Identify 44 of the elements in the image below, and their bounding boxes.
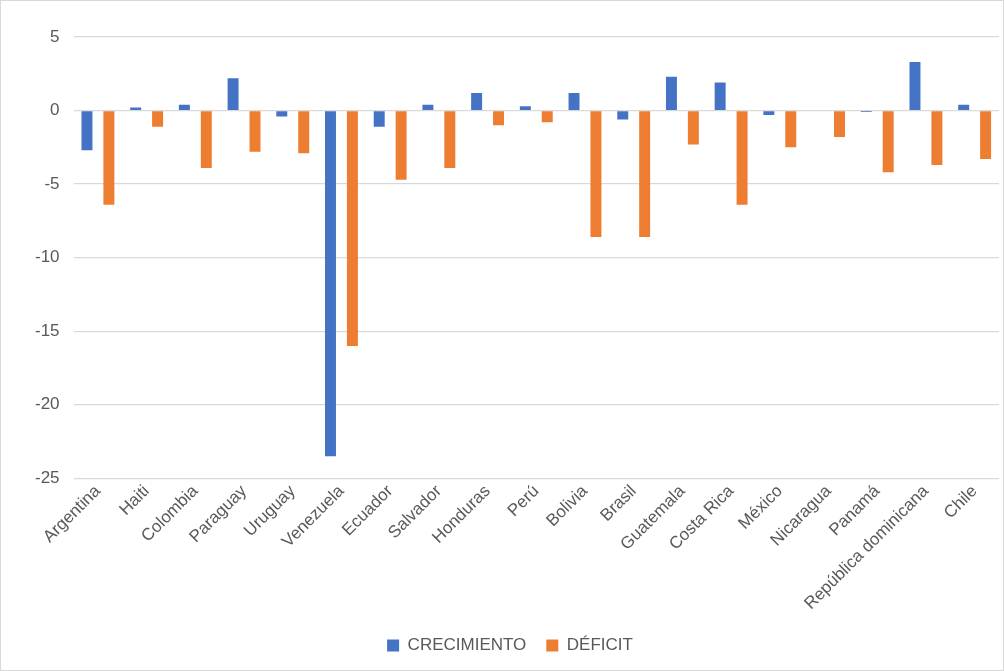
bar	[152, 111, 164, 127]
bar	[227, 78, 239, 110]
bar	[444, 111, 456, 168]
bar	[422, 104, 434, 110]
bar	[785, 111, 797, 148]
bar	[346, 111, 358, 346]
bar	[763, 111, 775, 115]
bar	[103, 111, 115, 205]
bar	[958, 104, 970, 110]
y-tick-label: -20	[34, 394, 60, 414]
bar	[276, 111, 288, 117]
bar	[81, 111, 93, 151]
bar	[493, 111, 505, 126]
bar	[395, 111, 407, 180]
y-tick-label: -10	[34, 247, 60, 267]
bar	[909, 62, 921, 110]
bar	[882, 111, 894, 173]
bar	[590, 111, 602, 238]
bar	[249, 111, 261, 152]
y-tick-label: -25	[34, 467, 60, 487]
bar	[931, 111, 943, 165]
bar	[519, 106, 531, 110]
y-tick-label: -15	[34, 320, 60, 340]
bar	[639, 111, 651, 238]
bar	[325, 111, 336, 457]
bar	[834, 111, 845, 138]
y-tick-label: 0	[50, 100, 60, 120]
legend-label: DÉFICIT	[566, 635, 633, 655]
bar	[373, 111, 385, 127]
bar	[687, 111, 699, 145]
bar	[471, 92, 483, 110]
bar	[736, 111, 748, 205]
bar	[665, 76, 677, 110]
y-tick-label: -5	[44, 173, 60, 193]
bar	[568, 92, 580, 110]
y-tick-label: 5	[50, 26, 60, 46]
bar	[200, 111, 212, 168]
bar	[617, 111, 629, 120]
bar	[541, 111, 553, 123]
legend-label: CRECIMIENTO	[407, 635, 527, 655]
bar	[714, 82, 726, 110]
bar	[298, 111, 310, 154]
bar	[178, 104, 190, 110]
bar	[980, 111, 992, 160]
